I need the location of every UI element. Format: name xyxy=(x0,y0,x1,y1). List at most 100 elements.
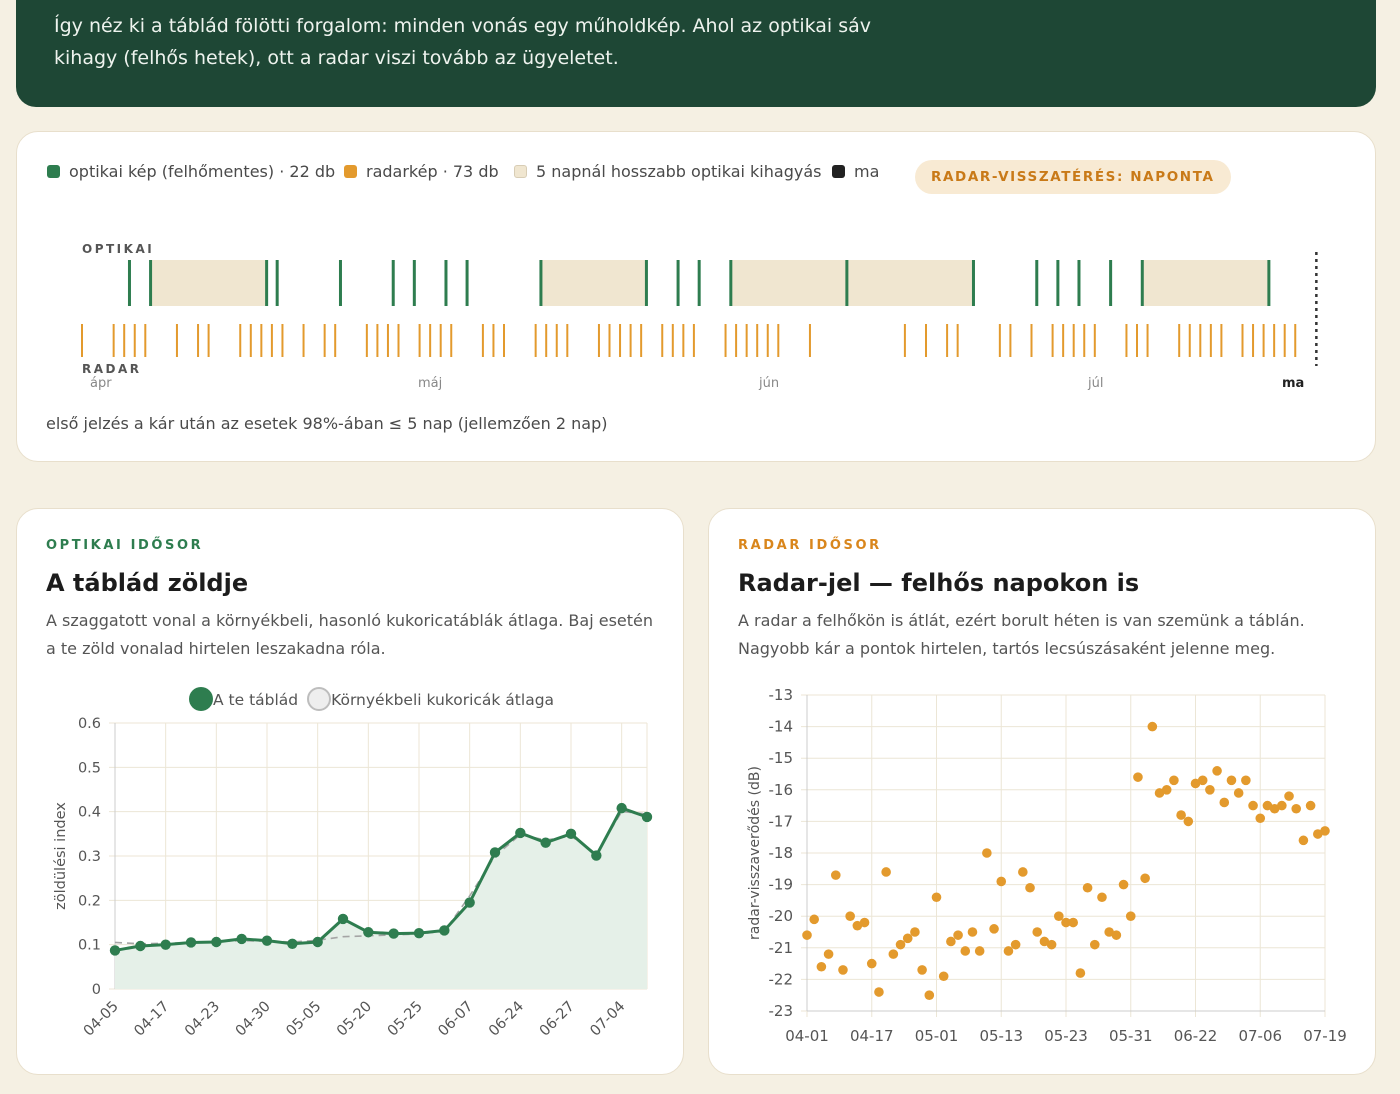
radar-point xyxy=(1082,882,1093,893)
radar-image-mark xyxy=(175,324,178,357)
radar-point xyxy=(1233,788,1244,798)
optical-image-mark xyxy=(127,260,131,306)
y-tick-label: -14 xyxy=(769,718,794,736)
x-tick-label: 05-25 xyxy=(385,999,426,1040)
radar-image-mark xyxy=(260,324,263,357)
radar-point xyxy=(1046,939,1057,950)
field-point xyxy=(312,936,323,948)
radar-image-mark xyxy=(998,324,1001,357)
field-point xyxy=(515,827,526,839)
radar-image-mark xyxy=(1146,324,1149,357)
field-point xyxy=(135,940,146,952)
optical-image-mark xyxy=(697,260,701,306)
y-tick-label: -23 xyxy=(769,1002,794,1020)
radar-point xyxy=(895,939,906,950)
field-point xyxy=(641,811,653,823)
radar-point xyxy=(924,990,935,1000)
radar-point xyxy=(902,933,913,944)
optical-title: A táblád zöldje xyxy=(46,569,249,597)
radar-image-mark xyxy=(123,324,126,357)
field-series-line xyxy=(114,806,648,952)
radar-point xyxy=(823,949,834,959)
radar-point xyxy=(1032,927,1043,937)
radar-point xyxy=(960,946,971,956)
radar-point xyxy=(888,949,899,959)
radar-point xyxy=(830,870,841,880)
radar-point xyxy=(1018,867,1028,877)
legend-avg-toggle[interactable]: Környékbeli kukoricák átlaga xyxy=(307,687,554,711)
y-tick-label: 0 xyxy=(92,982,101,998)
radar-point xyxy=(1190,778,1201,789)
radar-point xyxy=(845,911,855,921)
radar-point xyxy=(982,848,992,858)
radar-timeseries-card: RADAR IDŐSOR Radar-jel — felhős napokon … xyxy=(708,508,1376,1075)
field-point xyxy=(388,928,399,939)
radar-image-mark xyxy=(397,324,400,357)
radar-point xyxy=(1039,936,1050,947)
optical-description: A szaggatott vonal a környékbeli, hasonl… xyxy=(46,611,654,658)
legend-optical: optikai kép (felhőmentes) · 22 db xyxy=(47,162,335,181)
radar-image-mark xyxy=(1083,324,1086,357)
radar-point xyxy=(1313,829,1323,839)
radar-image-mark xyxy=(682,324,685,357)
x-tick-label: 05-01 xyxy=(915,1027,959,1045)
x-tick-label: 04-01 xyxy=(785,1027,829,1045)
x-tick-label: 05-20 xyxy=(334,999,375,1040)
radar-image-mark xyxy=(133,324,136,357)
radar-image-mark xyxy=(302,324,305,357)
legend-gap: 5 napnál hosszabb optikai kihagyás xyxy=(514,162,821,181)
radar-point xyxy=(1176,810,1186,820)
radar-point xyxy=(874,987,884,997)
radar-point xyxy=(1154,788,1165,798)
y-tick-label: -21 xyxy=(769,939,794,957)
y-tick-label: 0.3 xyxy=(78,849,101,865)
field-point xyxy=(337,913,349,925)
x-tick-label: 07-04 xyxy=(587,999,628,1040)
optical-image-mark xyxy=(444,260,448,306)
field-point xyxy=(211,936,222,948)
intro-text: Így néz ki a táblád fölötti forgalom: mi… xyxy=(54,15,872,69)
radar-title: Radar-jel — felhős napokon is xyxy=(738,569,1140,597)
radar-image-mark xyxy=(144,324,147,357)
field-point xyxy=(261,935,273,946)
radar-scatter-chart: 04-01 04-17 05-01 05-13 05-23 05-31 06-22 07-06… xyxy=(747,686,1347,1045)
radar-point xyxy=(1305,800,1316,811)
optical-image-mark xyxy=(971,260,975,306)
radar-image-mark xyxy=(1294,324,1297,357)
radar-point xyxy=(1262,800,1273,811)
radar-point xyxy=(1147,721,1158,732)
radar-point xyxy=(1291,803,1302,814)
radar-point xyxy=(802,930,812,940)
radar-image-mark xyxy=(207,324,210,357)
x-tick-label: 05-13 xyxy=(979,1027,1023,1045)
field-point xyxy=(160,939,171,950)
optical-row-label: OPTIKAI xyxy=(82,242,155,256)
radar-image-mark xyxy=(745,324,748,357)
field-point xyxy=(616,802,627,814)
legend-field-toggle[interactable]: A te táblád xyxy=(189,687,303,711)
radar-point xyxy=(809,914,819,925)
radar-point xyxy=(1219,797,1230,808)
radar-image-mark xyxy=(640,324,643,357)
radar-point xyxy=(1298,835,1309,846)
x-tick-label: 04-17 xyxy=(131,999,172,1040)
radar-point xyxy=(1269,803,1280,814)
radar-image-mark xyxy=(1030,324,1033,357)
optical-image-mark xyxy=(845,260,849,306)
month-label-today: ma xyxy=(1282,376,1305,391)
radar-point xyxy=(996,876,1007,887)
radar-image-mark xyxy=(545,324,548,357)
radar-image-mark xyxy=(956,324,959,357)
radar-image-mark xyxy=(481,324,484,357)
radar-point xyxy=(1097,892,1107,903)
optical-image-mark xyxy=(391,260,395,306)
radar-image-mark xyxy=(597,324,600,357)
radar-point xyxy=(1212,766,1222,776)
radar-image-mark xyxy=(671,324,674,357)
legend-today: ma xyxy=(832,162,879,181)
optical-image-mark xyxy=(539,260,543,306)
x-tick-label: 05-31 xyxy=(1109,1027,1153,1045)
x-tick-label: 07-06 xyxy=(1238,1027,1282,1045)
optical-timeseries-card: OPTIKAI IDŐSOR A táblád zöldje A szaggat… xyxy=(16,508,684,1075)
radar-description: A radar a felhőkön is átlát, ezért borul… xyxy=(738,611,1305,658)
